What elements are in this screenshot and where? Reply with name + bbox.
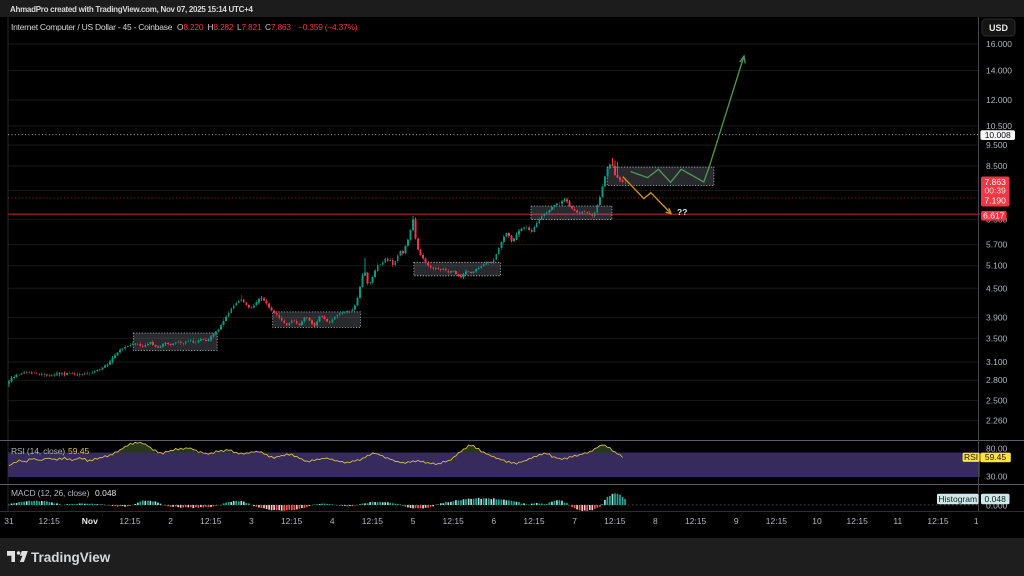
svg-text:6.617: 6.617	[983, 210, 1005, 220]
svg-text:12:15: 12:15	[362, 516, 384, 526]
svg-text:0.048: 0.048	[985, 494, 1007, 504]
svg-text:00:39: 00:39	[985, 186, 1007, 196]
svg-text:3.100: 3.100	[986, 357, 1008, 367]
svg-text:12:15: 12:15	[200, 516, 222, 526]
svg-text:9: 9	[734, 516, 739, 526]
svg-text:USD: USD	[989, 23, 1009, 33]
svg-text:11: 11	[893, 516, 902, 526]
svg-text:5.100: 5.100	[986, 261, 1008, 271]
svg-text:Nov: Nov	[82, 516, 98, 526]
svg-text:0.000: 0.000	[986, 501, 1008, 511]
svg-text:RSI: RSI	[964, 452, 978, 462]
svg-text:2.500: 2.500	[986, 396, 1008, 406]
svg-text:12:15: 12:15	[766, 516, 788, 526]
svg-text:0.048: 0.048	[95, 488, 117, 498]
svg-text:Histogram: Histogram	[938, 494, 977, 504]
svg-text:5.700: 5.700	[986, 240, 1008, 250]
svg-text:6: 6	[491, 516, 496, 526]
svg-text:12:15: 12:15	[523, 516, 545, 526]
svg-text:AhmadPro created with TradingV: AhmadPro created with TradingView.com, N…	[10, 5, 254, 14]
svg-text:??: ??	[677, 207, 687, 217]
svg-text:7: 7	[572, 516, 577, 526]
svg-text:59.45: 59.45	[985, 452, 1007, 462]
svg-text:31: 31	[4, 516, 14, 526]
svg-text:2: 2	[168, 516, 173, 526]
svg-text:12.000: 12.000	[986, 95, 1012, 105]
svg-text:30.00: 30.00	[986, 471, 1008, 481]
svg-text:12:15: 12:15	[281, 516, 303, 526]
svg-text:7.190: 7.190	[985, 196, 1007, 206]
svg-text:2.800: 2.800	[986, 375, 1008, 385]
svg-text:10.008: 10.008	[985, 130, 1011, 140]
svg-text:Internet Computer / US Dollar: Internet Computer / US Dollar - 45 - Coi…	[11, 22, 173, 32]
svg-text:4: 4	[330, 516, 335, 526]
svg-text:8: 8	[653, 516, 658, 526]
svg-text:12:15: 12:15	[443, 516, 465, 526]
svg-text:7.863: 7.863	[985, 177, 1007, 187]
svg-text:2.260: 2.260	[986, 416, 1008, 426]
svg-text:12:15: 12:15	[927, 516, 949, 526]
svg-text:9.500: 9.500	[986, 140, 1008, 150]
svg-text:12:15: 12:15	[39, 516, 61, 526]
svg-text:16.000: 16.000	[986, 39, 1012, 49]
svg-text:RSI (14, close): RSI (14, close)	[11, 446, 65, 456]
svg-text:12:15: 12:15	[604, 516, 626, 526]
svg-text:12:15: 12:15	[847, 516, 869, 526]
svg-text:10.500: 10.500	[986, 121, 1012, 131]
svg-text:TradingView: TradingView	[31, 550, 111, 565]
svg-text:59.45: 59.45	[68, 446, 90, 456]
svg-text:12: 12	[974, 516, 984, 526]
svg-text:3.900: 3.900	[986, 313, 1008, 323]
svg-text:12:15: 12:15	[119, 516, 141, 526]
svg-text:3.500: 3.500	[986, 333, 1008, 343]
svg-text:MACD (12, 26, close): MACD (12, 26, close)	[11, 488, 90, 498]
svg-text:8.500: 8.500	[986, 161, 1008, 171]
svg-text:4.500: 4.500	[986, 283, 1008, 293]
svg-text:14.000: 14.000	[986, 66, 1012, 76]
svg-text:80.00: 80.00	[986, 444, 1008, 454]
svg-text:10: 10	[812, 516, 822, 526]
svg-text:12:15: 12:15	[685, 516, 707, 526]
svg-text:3: 3	[249, 516, 254, 526]
svg-text:5: 5	[411, 516, 416, 526]
